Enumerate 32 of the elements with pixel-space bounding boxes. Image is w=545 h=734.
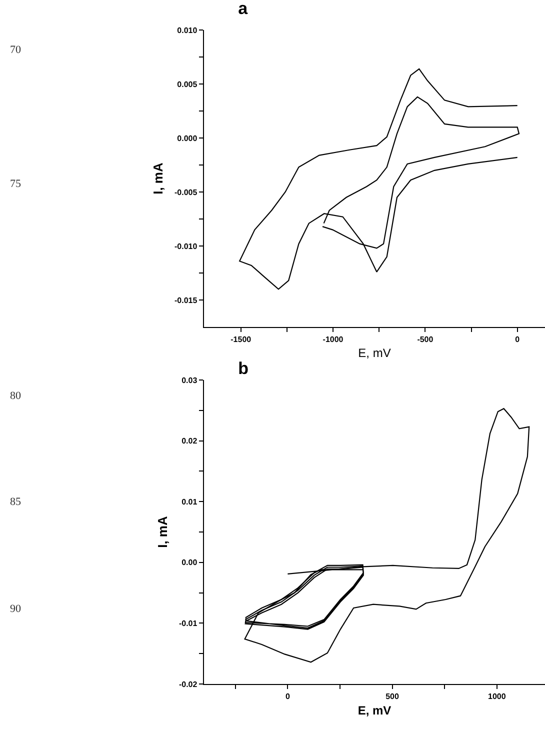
y-tick-label: 0.005: [177, 80, 198, 89]
x-tick-label: 1000: [488, 692, 506, 701]
y-tick-label: -0.01: [178, 619, 198, 628]
text: 90: [10, 603, 22, 615]
y-tick-label: -0.015: [174, 296, 198, 305]
x-tick-label: -1500: [230, 334, 252, 344]
x-tick-label: -500: [417, 334, 434, 344]
y-tick-label: 0.01: [182, 497, 198, 506]
x-axis-title: E, mV: [358, 346, 391, 360]
line-series: [239, 68, 518, 290]
text: 75: [10, 178, 22, 190]
y-tick-label: -0.02: [178, 680, 198, 689]
y-tick-label: 0.00: [182, 558, 198, 568]
x-axis-title: E, mV: [358, 704, 392, 718]
y-axis-title: I, mA: [150, 162, 166, 194]
x-tick-label: 0: [515, 334, 520, 344]
text: 70: [10, 44, 22, 56]
x-tick-label: 500: [386, 692, 400, 701]
chart-title: a: [238, 0, 248, 18]
text: 80: [10, 390, 22, 402]
text: 85: [10, 496, 22, 508]
chart-title: b: [238, 358, 248, 378]
line-series: [244, 408, 530, 663]
y-tick-label: -0.005: [174, 188, 198, 197]
y-tick-label: 0.000: [177, 134, 198, 143]
x-tick-label: 0: [285, 692, 290, 701]
y-tick-label: 0.010: [177, 26, 198, 35]
y-axis-title: I, mA: [155, 516, 170, 548]
y-tick-label: -0.010: [174, 242, 198, 251]
y-tick-label: 0.02: [182, 436, 198, 446]
y-tick-label: 0.03: [182, 376, 198, 385]
x-tick-label: -1000: [322, 334, 344, 344]
